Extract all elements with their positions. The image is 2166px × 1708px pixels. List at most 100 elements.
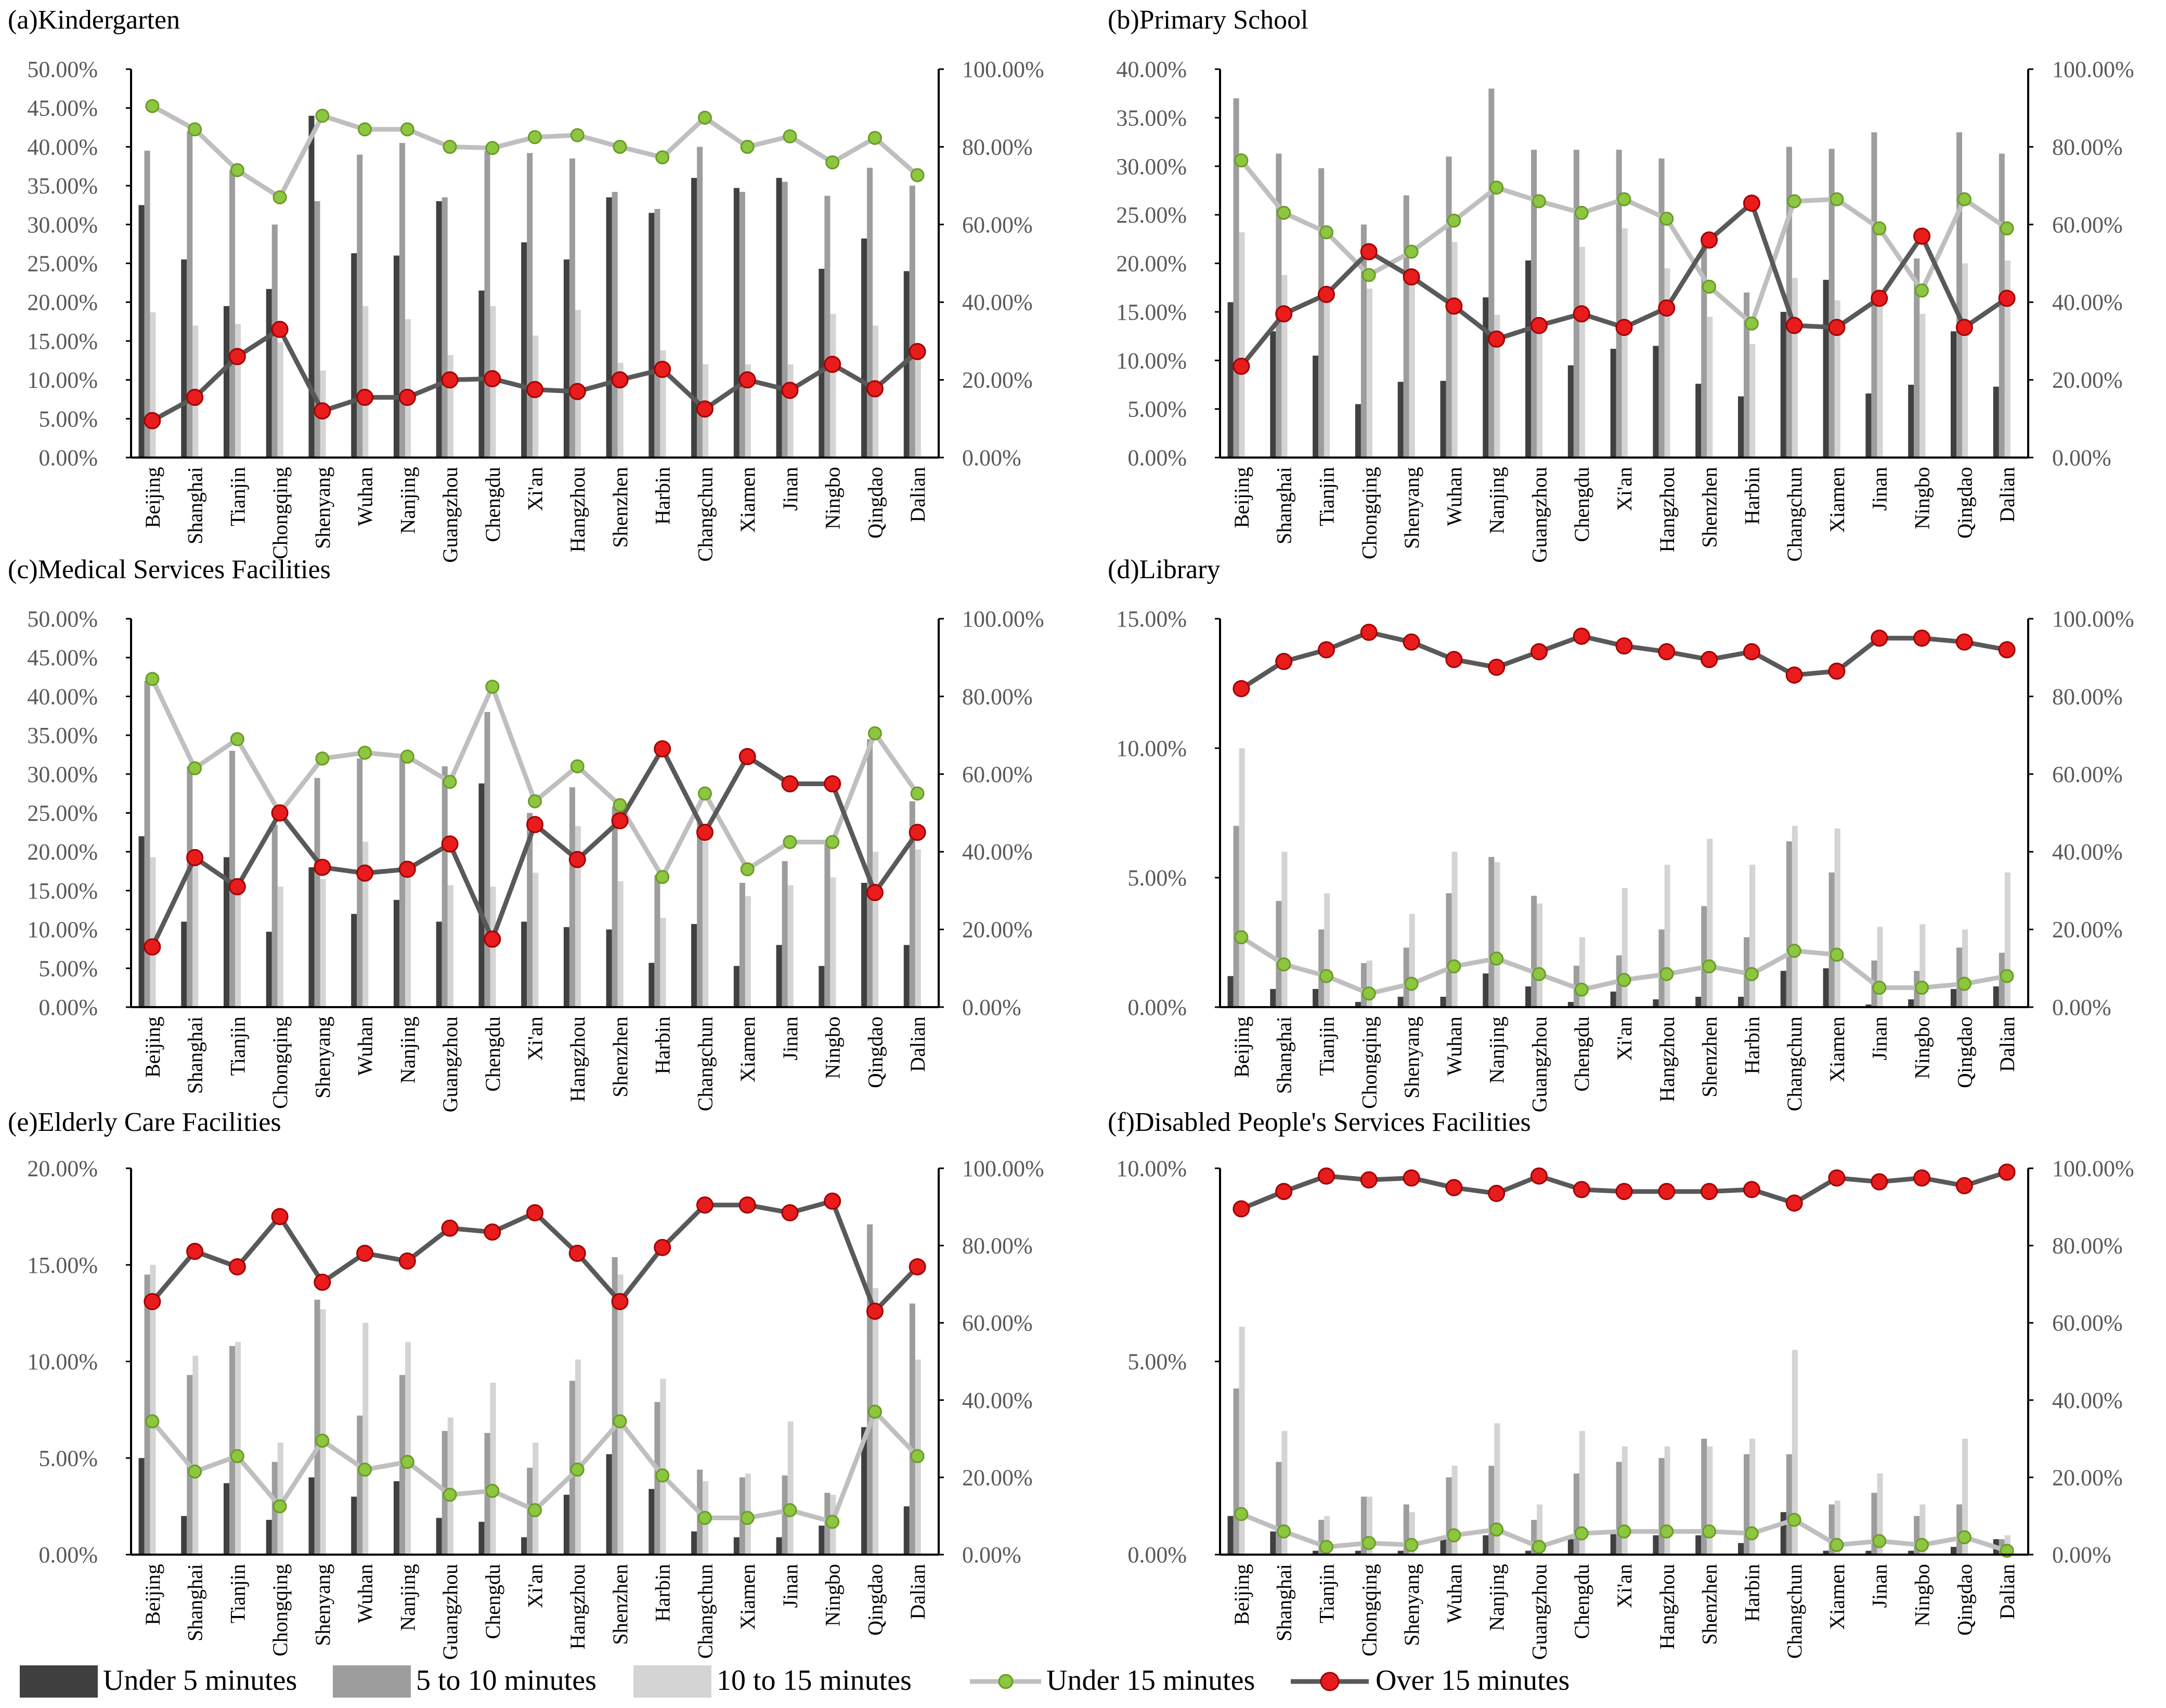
left-tick-label: 50.00% (27, 606, 98, 632)
bar-10-to-15 (277, 1442, 283, 1555)
marker-under-15 (1277, 957, 1291, 972)
marker-under-15 (783, 1503, 797, 1518)
marker-under-15 (1361, 986, 1376, 1001)
bar-5-to-10 (1233, 98, 1239, 458)
bar-10-to-15 (150, 857, 156, 1007)
marker-under-15 (1957, 192, 1972, 206)
chart-panel-2: (c)Medical Services Facilities 0.00% 5.00%… (8, 555, 1044, 1112)
marker-over-15 (441, 1219, 459, 1237)
category-label: Guangzhou (1527, 1016, 1551, 1112)
bar-under-5 (266, 1520, 272, 1555)
marker-over-15 (696, 400, 714, 418)
marker-over-15 (186, 849, 204, 866)
bar-under-5 (606, 929, 612, 1007)
marker-over-15 (1743, 1181, 1760, 1198)
bar-10-to-15 (1877, 927, 1883, 1007)
marker-under-15 (613, 1414, 627, 1429)
marker-under-15 (825, 155, 840, 170)
bar-under-5 (1950, 331, 1956, 458)
category-label: Beijing (141, 1564, 164, 1625)
bar-under-5 (223, 1483, 230, 1555)
bar-10-to-15 (1622, 228, 1628, 458)
category-label: Chongqing (1357, 1016, 1381, 1109)
marker-over-15 (186, 388, 204, 406)
bar-10-to-15 (192, 865, 199, 1007)
right-tick-label: 20.00% (962, 1465, 1033, 1490)
marker-under-15 (697, 110, 712, 125)
marker-under-15 (1617, 192, 1631, 206)
bar-5-to-10 (1446, 1477, 1452, 1555)
marker-over-15 (738, 371, 756, 389)
category-label: Harbin (651, 467, 675, 525)
bar-under-5 (648, 962, 655, 1007)
bar-5-to-10 (654, 208, 660, 458)
marker-under-15 (315, 751, 330, 766)
bar-5-to-10 (1786, 147, 1792, 458)
line-under-15 (150, 677, 919, 880)
marker-over-15 (1360, 243, 1378, 260)
category-label: Shenyang (311, 1564, 334, 1646)
marker-under-15 (1702, 1524, 1717, 1538)
marker-over-15 (1275, 305, 1293, 323)
bar-10-to-15 (1664, 1446, 1670, 1555)
bar-10-to-15 (447, 355, 453, 458)
bar-5-to-10 (271, 224, 278, 458)
bar-5-to-10 (739, 192, 745, 458)
category-label: Shenzhen (1698, 467, 1721, 548)
bar-under-5 (393, 255, 399, 458)
right-tick-label: 40.00% (2052, 839, 2123, 865)
bar-5-to-10 (1318, 1520, 1325, 1555)
marker-over-15 (1615, 637, 1633, 655)
category-label: Chengdu (1570, 1564, 1593, 1639)
chart-title: (e)Elderly Care Facilities (8, 1107, 281, 1137)
bar-10-to-15 (1494, 1423, 1500, 1555)
left-tick-label: 45.00% (27, 96, 98, 121)
category-label: Changchun (1783, 1016, 1806, 1111)
left-tick-label: 0.00% (1127, 445, 1187, 471)
marker-under-15 (1787, 1513, 1801, 1527)
category-label: Chongqing (1357, 467, 1381, 559)
marker-over-15 (271, 320, 289, 338)
bar-under-5 (1695, 1535, 1702, 1555)
bar-5-to-10 (782, 1475, 788, 1555)
marker-over-15 (696, 1196, 714, 1214)
bar-10-to-15 (362, 1323, 369, 1555)
bar-under-5 (1440, 1539, 1446, 1555)
marker-under-15 (1659, 212, 1674, 226)
category-label: Beijing (1230, 1564, 1253, 1625)
marker-under-15 (1532, 194, 1546, 208)
bar-10-to-15 (1962, 263, 1968, 458)
category-label: Tianjin (226, 467, 249, 526)
category-label: Harbin (651, 1016, 675, 1074)
marker-under-15 (358, 1463, 372, 1477)
bar-under-5 (436, 921, 442, 1007)
bar-5-to-10 (1999, 153, 2005, 458)
legend-label-ten15: 10 to 15 minutes (717, 1664, 912, 1697)
bar-under-5 (903, 945, 910, 1007)
marker-over-15 (144, 412, 161, 429)
bar-10-to-15 (1579, 937, 1585, 1007)
marker-over-15 (1317, 641, 1335, 659)
category-label: Ningbo (1911, 1016, 1934, 1079)
bar-5-to-10 (1488, 857, 1495, 1007)
bar-10-to-15 (915, 345, 921, 458)
bar-under-5 (1653, 346, 1659, 458)
category-label: Shenzhen (1698, 1564, 1721, 1645)
marker-under-15 (273, 190, 287, 205)
bar-under-5 (1313, 355, 1319, 458)
category-label: Chengdu (1570, 1016, 1593, 1091)
category-label: Ningbo (821, 1564, 845, 1626)
marker-over-15 (654, 1238, 671, 1256)
bar-10-to-15 (277, 886, 283, 1007)
bar-5-to-10 (909, 801, 915, 1007)
marker-over-15 (824, 1192, 841, 1210)
bar-5-to-10 (909, 1303, 915, 1555)
bar-10-to-15 (1537, 903, 1543, 1007)
bar-under-5 (1270, 331, 1276, 458)
bar-under-5 (1313, 989, 1319, 1007)
marker-under-15 (1532, 1540, 1546, 1554)
bar-10-to-15 (1409, 282, 1415, 458)
bar-5-to-10 (697, 822, 703, 1007)
marker-under-15 (910, 786, 925, 801)
right-tick-label: 40.00% (962, 839, 1033, 865)
